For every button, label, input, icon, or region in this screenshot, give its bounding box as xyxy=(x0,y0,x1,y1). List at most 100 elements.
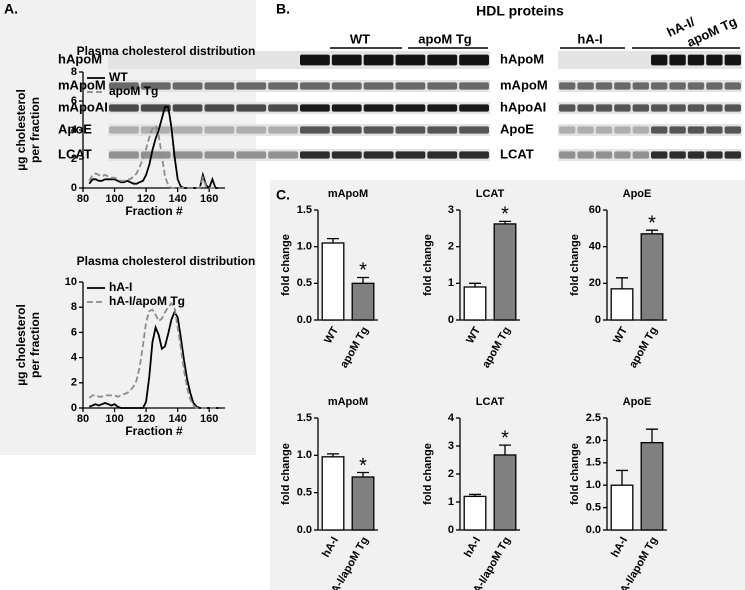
blot-band xyxy=(331,82,362,90)
blot-strip xyxy=(108,124,490,136)
blot-band xyxy=(632,126,649,134)
y-axis-label: fold change xyxy=(422,234,434,296)
bar xyxy=(493,454,517,531)
blot-band xyxy=(331,104,362,112)
chart-title: Plasma cholesterol distribution xyxy=(77,254,256,268)
x-tick-label: 120 xyxy=(137,193,155,205)
blot-row-label: hApoAI xyxy=(500,99,546,114)
blot-band xyxy=(363,82,394,90)
blot-band xyxy=(236,126,267,134)
blot-band xyxy=(395,126,426,134)
y-tick-label: 0 xyxy=(448,524,454,536)
blot-band xyxy=(614,104,631,112)
y-tick-label: 0 xyxy=(71,182,77,194)
blot-band xyxy=(651,151,668,159)
blot-group: hA-I xyxy=(577,31,602,46)
error-bar xyxy=(499,444,511,455)
y-tick-label: 6 xyxy=(71,326,77,338)
x-tick-label: 100 xyxy=(105,193,123,205)
y-tick-label: 2.0 xyxy=(586,434,601,446)
error-bar xyxy=(469,282,481,287)
blot-band xyxy=(577,151,594,159)
legend-label: WT xyxy=(109,70,128,84)
blot-band xyxy=(331,151,362,159)
blot-band xyxy=(706,104,723,112)
x-tick-label: 100 xyxy=(105,413,123,425)
blot-band xyxy=(300,126,330,134)
blot-band xyxy=(300,151,330,159)
blot-strip xyxy=(108,149,490,161)
blot-band xyxy=(427,151,458,159)
blot-band xyxy=(724,82,741,90)
y-tick-label: 2 xyxy=(448,468,454,480)
blot-band xyxy=(300,104,330,112)
bar xyxy=(463,495,487,531)
y-tick-label: 0.5 xyxy=(586,502,601,514)
chart-title: Plasma cholesterol distribution xyxy=(77,44,256,58)
x-tick-label: 160 xyxy=(200,413,218,425)
y-tick-label: 1 xyxy=(448,496,454,508)
blot-band xyxy=(459,126,489,134)
blot-band xyxy=(595,104,613,112)
y-tick-label: 3 xyxy=(448,440,454,452)
blot-band xyxy=(669,104,686,112)
blot-band xyxy=(724,126,741,134)
y-tick-label: 2 xyxy=(71,153,77,165)
blot-band xyxy=(687,82,705,90)
blot-band xyxy=(669,126,686,134)
blots: WT apoM Tg hA-I hA-I/ apoM Tg xyxy=(330,14,740,50)
x-tick-label: 140 xyxy=(168,413,186,425)
blot-band xyxy=(331,126,362,134)
chart-title: LCAT xyxy=(476,396,505,408)
blot-band xyxy=(236,82,267,90)
blot-row-label: mApoM xyxy=(58,77,106,92)
y-tick-label: 1.5 xyxy=(297,204,312,216)
bar xyxy=(640,233,664,321)
blot-band xyxy=(706,82,723,90)
y-tick-label: 60 xyxy=(589,204,601,216)
blot-band xyxy=(140,126,171,134)
y-tick-label: 0 xyxy=(448,314,454,326)
blot-band xyxy=(204,126,235,134)
blot-band xyxy=(427,82,458,90)
chart-title: mApoM xyxy=(328,396,368,408)
blot-band xyxy=(724,151,741,159)
blot-band xyxy=(459,104,489,112)
error-bar xyxy=(616,469,628,486)
y-axis-label: fold change xyxy=(569,443,581,505)
blot-band xyxy=(204,82,235,90)
blot-row-label: hApoM xyxy=(58,51,102,66)
blot-band xyxy=(687,104,705,112)
blot-band xyxy=(172,104,203,112)
blot-band xyxy=(632,151,649,159)
legend-label: apoM Tg xyxy=(109,84,158,98)
blot-band xyxy=(172,126,203,134)
blot-band xyxy=(651,126,668,134)
x-axis-label: Fraction # xyxy=(125,424,183,438)
blot-band xyxy=(363,126,394,134)
blot-band xyxy=(204,104,235,112)
significance: * xyxy=(648,212,656,234)
blot-band xyxy=(724,104,741,112)
y-tick-label: 1.0 xyxy=(586,479,601,491)
blot-band xyxy=(669,82,686,90)
significance: * xyxy=(501,427,509,449)
y-tick-label: 1.5 xyxy=(586,457,601,469)
blot-band xyxy=(614,151,631,159)
blot-band xyxy=(577,104,594,112)
blot-group: apoM Tg xyxy=(418,31,471,46)
chart-title: ApoE xyxy=(623,396,652,408)
blot-band xyxy=(300,82,330,90)
blot-band xyxy=(687,151,705,159)
blot-band xyxy=(651,54,668,66)
y-tick-label: 0 xyxy=(71,402,77,414)
y-tick-label: 2.5 xyxy=(586,412,601,424)
blot-strip xyxy=(108,80,490,92)
blot-band xyxy=(632,104,649,112)
y-tick-label: 4 xyxy=(71,124,78,136)
bar xyxy=(321,456,345,531)
blot-band xyxy=(724,54,741,66)
y-axis-label: fold change xyxy=(280,234,292,296)
significance: * xyxy=(359,455,367,477)
